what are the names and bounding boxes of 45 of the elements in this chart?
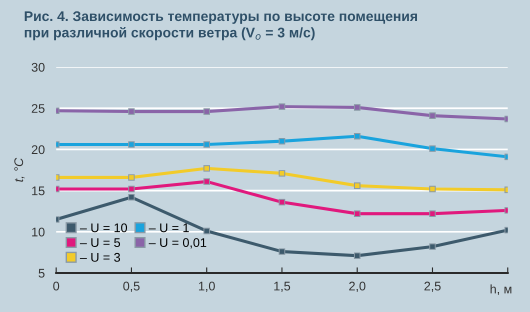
y-tick-label: 10 — [32, 228, 45, 236]
point — [203, 108, 210, 115]
x-tick-label: 1,0 — [198, 282, 215, 292]
point — [203, 178, 210, 185]
chart-title: Рис. 4. Зависимость температуры по высоте помещения при различной скорости ветра (V$_{о}$ = 3 м/с) — [24, 11, 417, 40]
point — [128, 186, 135, 192]
point — [128, 194, 135, 200]
point — [354, 104, 360, 111]
x-tick-label: 2,0 — [349, 282, 366, 292]
point — [278, 170, 286, 177]
legend-label: – U = 10 — [80, 223, 128, 232]
y-tick-label: 20 — [32, 145, 45, 154]
point — [354, 210, 360, 217]
x-tick-label: 2,5 — [424, 282, 441, 292]
legend-label: – U = 3 — [80, 252, 120, 262]
point — [354, 133, 360, 140]
x-tick-label: 1,5 — [274, 282, 290, 292]
point — [354, 252, 360, 259]
point — [429, 112, 436, 119]
x-axis-title: h, м — [490, 284, 512, 295]
point — [203, 141, 210, 148]
point — [278, 248, 286, 255]
point — [203, 165, 210, 172]
point — [429, 210, 436, 217]
x-tick-label: 0 — [53, 282, 60, 291]
legend-label: – U = 1 — [148, 224, 189, 232]
point — [354, 182, 360, 189]
point — [128, 174, 135, 181]
y-tick-label: 5 — [38, 268, 45, 278]
x-tick-label: 0,5 — [123, 282, 140, 292]
y-axis-title: t, °C — [14, 158, 25, 182]
point — [429, 243, 436, 250]
legend-label: – U = 5 — [80, 238, 120, 247]
point — [128, 108, 135, 115]
point — [429, 186, 436, 192]
point — [278, 138, 286, 144]
point — [128, 141, 135, 148]
legend-label: – U = 0,01 — [148, 238, 206, 248]
y-tick-label: 30 — [32, 62, 45, 72]
point — [278, 198, 286, 206]
point — [278, 103, 286, 110]
y-tick-label: 15 — [32, 186, 45, 196]
point — [203, 228, 210, 234]
point — [429, 145, 436, 152]
y-tick-label: 25 — [32, 104, 45, 113]
